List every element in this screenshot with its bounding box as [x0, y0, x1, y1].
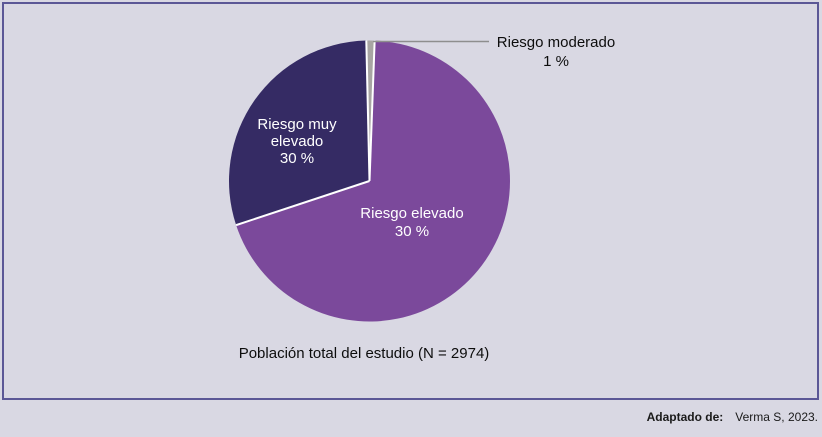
- pie-slice-riesgo-elevado: [236, 40, 511, 322]
- pie-slice-riesgo-muy-elevado: [229, 40, 370, 226]
- slice-separator: [368, 40, 376, 182]
- source-citation: Verma S, 2023.: [735, 410, 818, 424]
- slice-separator: [365, 40, 371, 182]
- source-prefix: Adaptado de:: [646, 410, 724, 424]
- chart-caption: Población total del estudio (N = 2974): [238, 345, 490, 362]
- source-attribution: Adaptado de: Verma S, 2023.: [647, 410, 818, 424]
- slice-separator: [235, 180, 370, 227]
